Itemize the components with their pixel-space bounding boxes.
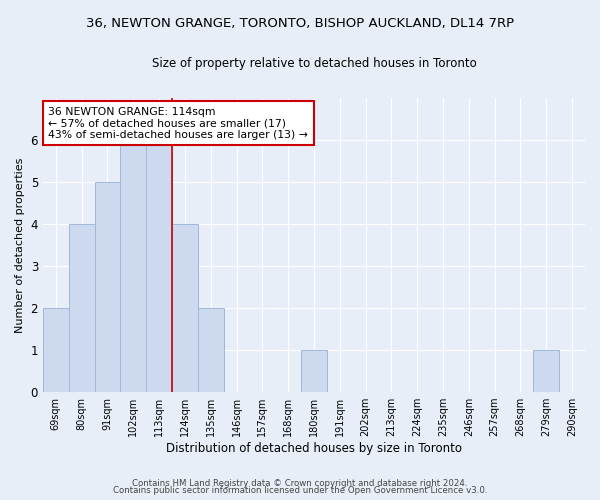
X-axis label: Distribution of detached houses by size in Toronto: Distribution of detached houses by size … <box>166 442 462 455</box>
Title: Size of property relative to detached houses in Toronto: Size of property relative to detached ho… <box>152 58 476 70</box>
Bar <box>121 140 146 392</box>
Text: 36, NEWTON GRANGE, TORONTO, BISHOP AUCKLAND, DL14 7RP: 36, NEWTON GRANGE, TORONTO, BISHOP AUCKL… <box>86 18 514 30</box>
Bar <box>301 350 327 392</box>
Bar <box>533 350 559 392</box>
Text: 36 NEWTON GRANGE: 114sqm
← 57% of detached houses are smaller (17)
43% of semi-d: 36 NEWTON GRANGE: 114sqm ← 57% of detach… <box>49 107 308 140</box>
Y-axis label: Number of detached properties: Number of detached properties <box>15 158 25 333</box>
Bar <box>198 308 224 392</box>
Bar <box>69 224 95 392</box>
Bar <box>43 308 69 392</box>
Text: Contains public sector information licensed under the Open Government Licence v3: Contains public sector information licen… <box>113 486 487 495</box>
Text: Contains HM Land Registry data © Crown copyright and database right 2024.: Contains HM Land Registry data © Crown c… <box>132 478 468 488</box>
Bar <box>95 182 121 392</box>
Bar <box>172 224 198 392</box>
Bar <box>146 140 172 392</box>
